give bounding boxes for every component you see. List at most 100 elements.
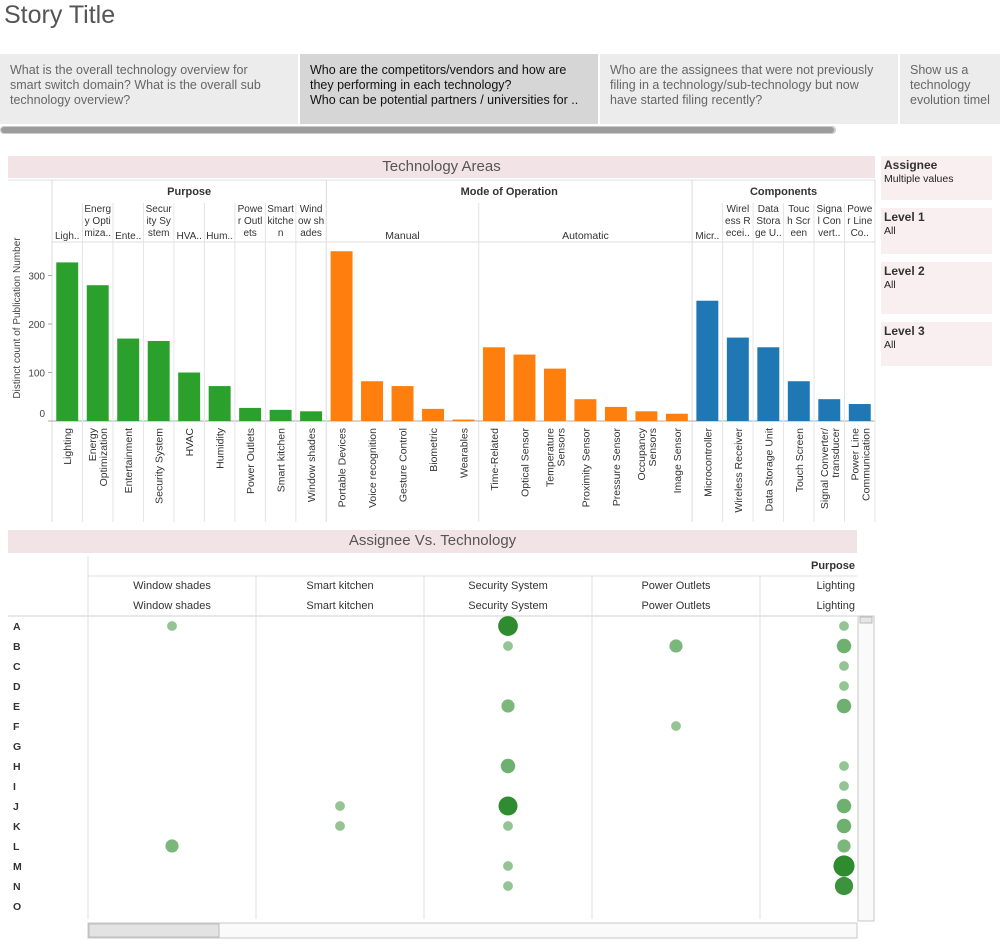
- vertical-scrollbar[interactable]: [857, 615, 875, 922]
- column-subheader: Lighting: [816, 600, 855, 612]
- row-label: L: [13, 841, 20, 853]
- column-header: Window shades: [133, 580, 211, 592]
- story-tab-4[interactable]: Show us a technology evolution timel..: [900, 54, 1000, 124]
- bubble: [501, 699, 515, 713]
- bubble: [836, 698, 852, 714]
- story-tab-1[interactable]: What is the overall technology overview …: [0, 54, 298, 124]
- bubble: [839, 681, 849, 691]
- bar: [696, 300, 719, 421]
- bubble: [837, 839, 851, 853]
- x-tick-label: Touch Screen: [794, 428, 806, 492]
- tab-text-line: evolution timel..: [910, 93, 990, 107]
- x-tick-label: Proximity Sensor: [580, 428, 592, 508]
- bar: [330, 251, 353, 421]
- column-header: y Opti: [85, 216, 111, 227]
- bar: [300, 411, 323, 421]
- bar: [117, 338, 140, 421]
- filter-value[interactable]: All: [884, 225, 896, 237]
- tab-text-line: they performing in each technology?: [310, 78, 512, 92]
- column-header: Ente..: [115, 231, 141, 242]
- vertical-scrollbar-thumb[interactable]: [859, 616, 873, 624]
- bar: [269, 409, 292, 421]
- column-header: ecei..: [726, 228, 750, 239]
- x-tick-label: Wireless Receiver: [733, 428, 745, 513]
- column-header: Powe: [847, 204, 872, 215]
- bar: [513, 354, 536, 421]
- x-tick-label: Optimization: [98, 428, 110, 487]
- bubble: [839, 661, 849, 671]
- level2-filter[interactable]: Level 2 All: [881, 262, 992, 314]
- bar: [604, 406, 627, 421]
- bubble: [335, 801, 345, 811]
- x-tick-label: HVAC: [184, 428, 196, 457]
- x-tick-label: Entertainment: [123, 428, 135, 493]
- column-header: Power Outlets: [641, 580, 711, 592]
- filter-value[interactable]: All: [884, 279, 896, 291]
- bubble: [335, 821, 345, 831]
- column-header: Touc: [788, 204, 809, 215]
- x-tick-label: Smart kitchen: [276, 428, 288, 492]
- x-tick-label: Power Line: [849, 428, 861, 481]
- row-label: M: [13, 861, 22, 873]
- x-tick-label: Gesture Control: [398, 428, 410, 502]
- x-tick-label: Image Sensor: [672, 428, 684, 494]
- column-subheader: Security System: [468, 600, 547, 612]
- row-label: A: [13, 621, 21, 633]
- x-tick-label: Sensors: [555, 428, 567, 467]
- assignee-vs-technology-chart: Purpose Window shades Window shades Smart k…: [8, 556, 875, 939]
- column-header: Stora: [756, 216, 780, 227]
- row-label: D: [13, 681, 21, 693]
- column-header: r Outl: [238, 216, 262, 227]
- subgroup-header: Automatic: [562, 230, 609, 242]
- horizontal-scrollbar-thumb[interactable]: [88, 923, 220, 938]
- horizontal-scrollbar[interactable]: [87, 922, 858, 939]
- column-header: ity Sy: [146, 216, 170, 227]
- level1-filter[interactable]: Level 1 All: [881, 208, 992, 254]
- filter-title: Level 2: [884, 264, 925, 278]
- bar: [543, 368, 566, 421]
- row-label: C: [13, 661, 21, 673]
- filter-title: Level 1: [884, 210, 925, 224]
- row-label: H: [13, 761, 21, 773]
- y-tick-label: 0: [39, 409, 45, 420]
- x-tick-label: Sensors: [647, 428, 659, 467]
- filter-value[interactable]: Multiple values: [884, 173, 954, 185]
- column-header: miza..: [84, 228, 111, 239]
- column-header: Secur: [146, 204, 173, 215]
- bar: [726, 337, 749, 421]
- column-header: ess R: [725, 216, 751, 227]
- column-header: vert..: [818, 228, 840, 239]
- tab-scrollbar-thumb[interactable]: [1, 127, 834, 133]
- bubble: [834, 876, 854, 896]
- group-header: Purpose: [167, 186, 211, 198]
- column-header: Energ: [84, 204, 111, 215]
- bubble: [503, 821, 513, 831]
- column-header: Smart kitchen: [306, 580, 373, 592]
- filter-value[interactable]: All: [884, 339, 896, 351]
- column-header: Co..: [851, 228, 869, 239]
- purpose-header: Purpose: [811, 560, 855, 572]
- level3-filter[interactable]: Level 3 All: [881, 322, 992, 366]
- bar: [452, 419, 475, 421]
- column-header: ets: [243, 228, 256, 239]
- story-tab-2[interactable]: Who are the competitors/vendors and how …: [300, 54, 598, 124]
- story-tab-3[interactable]: Who are the assignees that were not prev…: [600, 54, 898, 124]
- x-tick-label: Humidity: [215, 427, 227, 469]
- column-header: kitche: [268, 216, 295, 227]
- x-tick-label: Voice recognition: [367, 428, 379, 508]
- filter-title: Level 3: [884, 324, 925, 338]
- row-label: F: [13, 721, 20, 733]
- x-tick-label: Time-Related: [489, 428, 501, 491]
- bubble: [839, 761, 849, 771]
- column-header: Powe: [238, 204, 263, 215]
- column-header: h Scr: [787, 216, 811, 227]
- tab-text-line: Who are the assignees that were not prev…: [610, 63, 874, 77]
- column-header: Signa: [816, 204, 842, 215]
- tab-text-line: filing in a technology/sub-technology bu…: [610, 78, 859, 92]
- assignee-filter[interactable]: Assignee Multiple values: [881, 156, 992, 200]
- bar: [86, 285, 109, 421]
- tab-text-line: Who can be potential partners / universi…: [310, 93, 579, 107]
- column-subheader: Smart kitchen: [306, 600, 373, 612]
- bubble: [503, 881, 513, 891]
- bar: [361, 381, 384, 421]
